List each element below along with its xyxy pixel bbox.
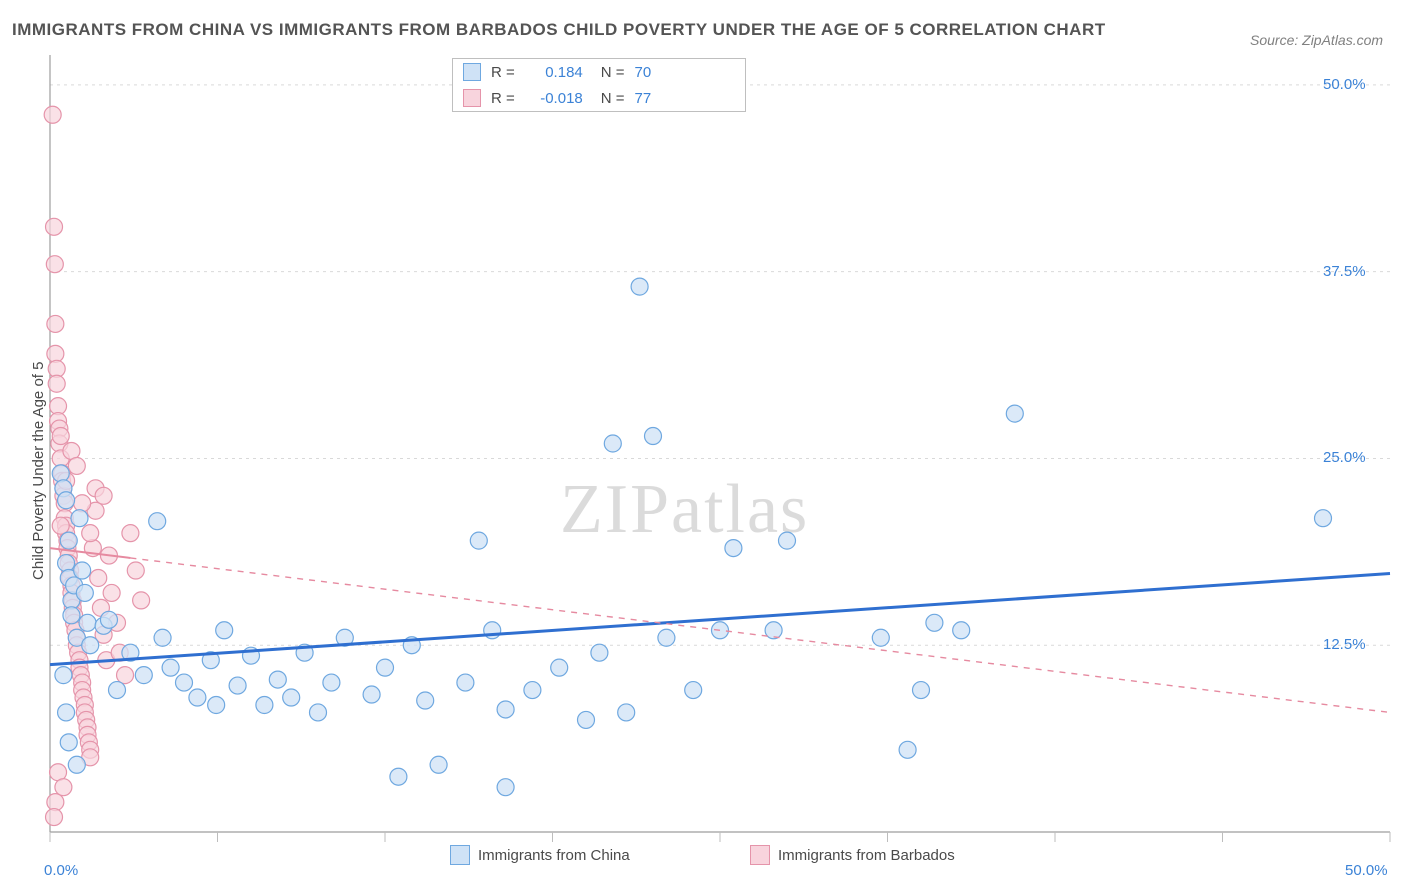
legend-label-china: Immigrants from China [478, 847, 630, 864]
stats-n-value-1: 77 [635, 90, 652, 107]
stats-n-value-0: 70 [635, 64, 652, 81]
y-grid-label-2: 37.5% [1323, 263, 1366, 280]
stats-r-label-0: R = [491, 64, 515, 81]
stats-n-label-1: N = [601, 90, 625, 107]
y-grid-label-1: 25.0% [1323, 449, 1366, 466]
stats-legend-box: R = 0.184 N = 70 R = -0.018 N = 77 [452, 58, 746, 112]
x-axis-max-label: 50.0% [1345, 862, 1388, 879]
legend-swatch-barbados [750, 845, 770, 865]
stats-row-barbados: R = -0.018 N = 77 [453, 85, 745, 111]
stats-swatch-china [463, 63, 481, 81]
stats-swatch-barbados [463, 89, 481, 107]
legend-label-barbados: Immigrants from Barbados [778, 847, 955, 864]
stats-r-value-0: 0.184 [525, 64, 583, 81]
y-grid-label-0: 12.5% [1323, 636, 1366, 653]
stats-n-label-0: N = [601, 64, 625, 81]
stats-row-china: R = 0.184 N = 70 [453, 59, 745, 85]
legend-item-barbados: Immigrants from Barbados [750, 845, 955, 865]
y-grid-label-3: 50.0% [1323, 76, 1366, 93]
x-axis-min-label: 0.0% [44, 862, 78, 879]
legend-item-china: Immigrants from China [450, 845, 630, 865]
legend-swatch-china [450, 845, 470, 865]
scatter-chart [0, 0, 1406, 892]
stats-r-label-1: R = [491, 90, 515, 107]
stats-r-value-1: -0.018 [525, 90, 583, 107]
